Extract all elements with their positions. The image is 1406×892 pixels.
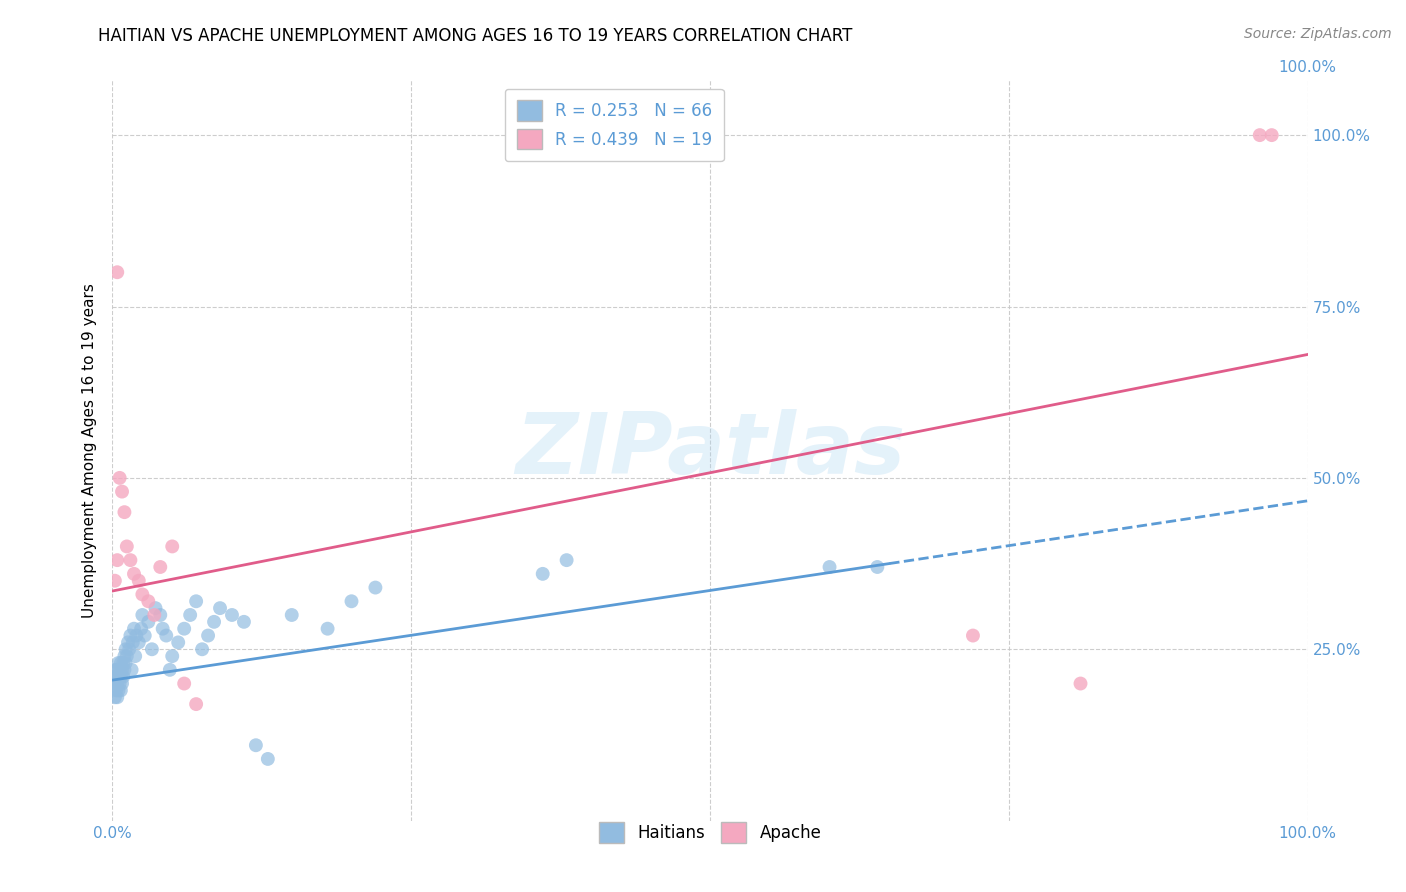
Point [281,607,304,622]
Point [104,663,127,677]
Point [114,656,136,670]
Point [110,670,132,684]
Point [105,690,128,705]
Point [128,635,150,649]
Point [129,622,152,636]
Point [173,676,195,690]
Point [128,574,150,588]
Point [340,594,363,608]
Point [105,553,128,567]
Point [145,601,167,615]
Point [245,738,267,752]
Point [155,628,177,642]
Point [179,607,201,622]
Point [105,265,128,279]
Text: ZIPatlas: ZIPatlas [515,409,905,492]
Point [173,622,195,636]
Point [117,635,139,649]
Point [105,683,128,698]
Point [186,594,208,608]
Point [121,635,143,649]
Point [125,628,148,642]
Point [114,505,135,519]
Point [114,663,135,677]
Point [114,649,135,664]
Point [162,540,183,554]
Point [103,676,125,690]
Point [105,676,128,690]
Point [818,560,841,574]
Text: HAITIAN VS APACHE UNEMPLOYMENT AMONG AGES 16 TO 19 YEARS CORRELATION CHART: HAITIAN VS APACHE UNEMPLOYMENT AMONG AGE… [98,27,853,45]
Point [111,484,134,499]
Point [316,622,339,636]
Point [131,607,153,622]
Point [118,642,141,657]
Point [555,553,578,567]
Point [221,607,243,622]
Point [110,656,132,670]
Point [141,642,163,657]
Point [134,628,156,642]
Point [159,663,181,677]
Point [138,594,160,608]
Point [115,649,138,664]
Point [120,553,142,567]
Point [138,615,160,629]
Point [120,628,142,642]
Point [131,587,153,601]
Point [186,697,208,711]
Point [149,560,172,574]
Point [1070,676,1092,690]
Point [104,574,127,588]
Point [105,663,128,677]
Point [152,622,174,636]
Point [962,628,984,642]
Point [115,540,138,554]
Point [107,683,129,698]
Point [162,649,183,664]
Point [112,670,135,684]
Point [122,622,145,636]
Point [149,607,172,622]
Point [1249,128,1271,142]
Point [364,581,387,595]
Point [121,663,143,677]
Point [143,607,166,622]
Point [111,676,134,690]
Point [107,670,129,684]
Point [112,656,135,670]
Point [122,566,145,581]
Y-axis label: Unemployment Among Ages 16 to 19 years: Unemployment Among Ages 16 to 19 years [82,283,97,618]
Point [108,676,131,690]
Point [110,683,132,698]
Point [124,649,146,664]
Point [104,690,127,705]
Point [108,471,131,485]
Point [111,663,134,677]
Point [105,670,128,684]
Point [209,601,232,615]
Point [866,560,889,574]
Point [531,566,554,581]
Point [167,635,190,649]
Text: Source: ZipAtlas.com: Source: ZipAtlas.com [1244,27,1392,41]
Point [105,676,128,690]
Point [107,656,129,670]
Legend: Haitians, Apache: Haitians, Apache [592,815,828,849]
Point [191,642,214,657]
Point [1261,128,1284,142]
Point [202,615,225,629]
Point [257,752,280,766]
Point [108,663,131,677]
Point [233,615,256,629]
Point [197,628,219,642]
Point [114,642,136,657]
